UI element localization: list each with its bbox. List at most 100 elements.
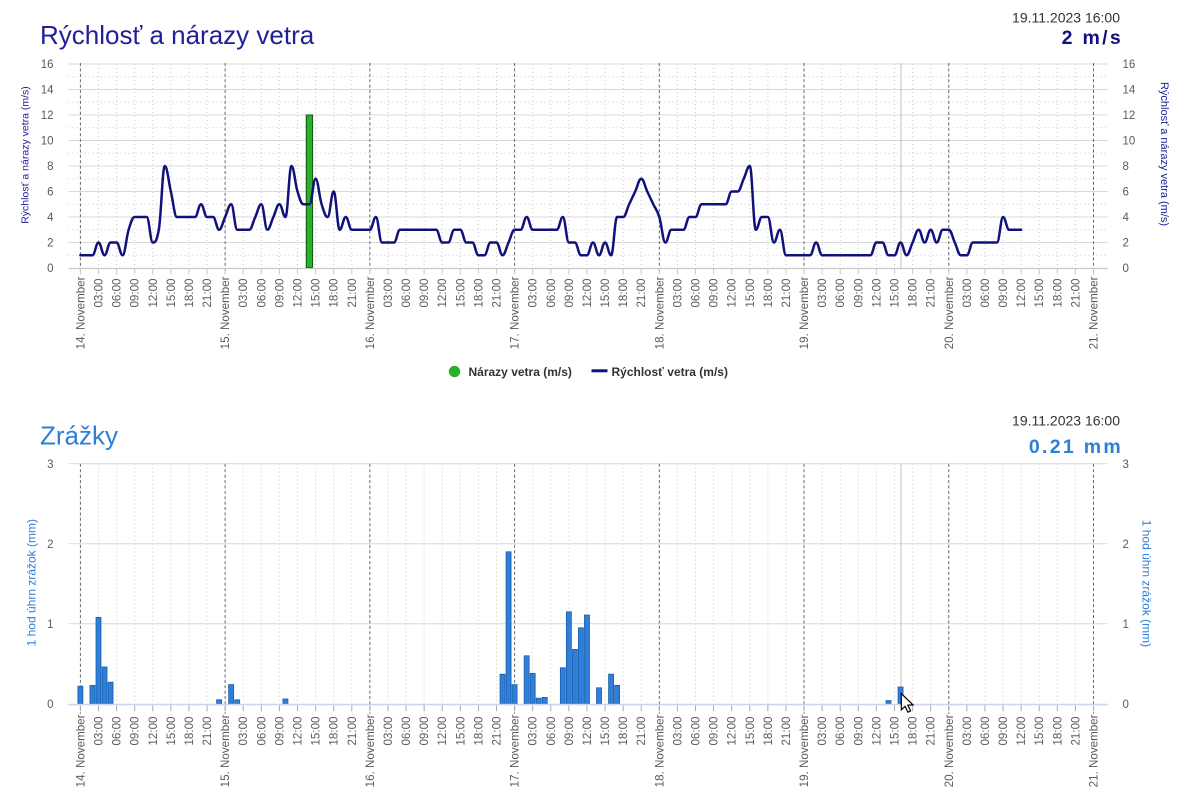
svg-text:09:00: 09:00	[997, 717, 1010, 746]
svg-text:12:00: 12:00	[292, 279, 305, 308]
svg-text:18. November: 18. November	[653, 276, 666, 349]
svg-text:14. November: 14. November	[74, 276, 87, 349]
svg-text:03:00: 03:00	[92, 717, 105, 746]
svg-text:19.11.2023 16:00: 19.11.2023 16:00	[1012, 413, 1120, 429]
svg-text:09:00: 09:00	[852, 279, 865, 308]
svg-text:18:00: 18:00	[617, 279, 630, 308]
svg-text:09:00: 09:00	[708, 717, 721, 746]
svg-text:12:00: 12:00	[726, 717, 739, 746]
svg-text:4: 4	[47, 212, 54, 224]
svg-text:6: 6	[1123, 187, 1129, 199]
svg-text:2 m/s: 2 m/s	[1062, 27, 1123, 49]
svg-text:14. November: 14. November	[74, 714, 87, 787]
svg-text:1 hod úhrn zrážok (mm): 1 hod úhrn zrážok (mm)	[1140, 520, 1154, 647]
svg-text:3: 3	[1123, 459, 1129, 471]
svg-text:Rýchlosť a nárazy vetra (m/s): Rýchlosť a nárazy vetra (m/s)	[1158, 82, 1170, 226]
svg-text:12:00: 12:00	[436, 717, 449, 746]
svg-text:21:00: 21:00	[491, 279, 504, 308]
svg-text:19. November: 19. November	[798, 714, 811, 787]
svg-text:15:00: 15:00	[310, 717, 323, 746]
svg-text:18:00: 18:00	[328, 717, 341, 746]
svg-text:17. November: 17. November	[509, 714, 522, 787]
svg-text:15:00: 15:00	[165, 717, 178, 746]
svg-text:12:00: 12:00	[147, 279, 160, 308]
svg-text:18:00: 18:00	[907, 279, 920, 308]
svg-text:12:00: 12:00	[292, 717, 305, 746]
svg-text:21:00: 21:00	[780, 279, 793, 308]
svg-text:19. November: 19. November	[798, 276, 811, 349]
svg-text:19.11.2023 16:00: 19.11.2023 16:00	[1012, 10, 1120, 26]
svg-text:09:00: 09:00	[708, 279, 721, 308]
svg-text:Rýchlosť vetra (m/s): Rýchlosť vetra (m/s)	[612, 365, 728, 379]
svg-text:09:00: 09:00	[563, 279, 576, 308]
svg-text:16: 16	[41, 59, 54, 71]
svg-text:3: 3	[47, 459, 53, 471]
svg-text:06:00: 06:00	[834, 717, 847, 746]
svg-text:15:00: 15:00	[1033, 717, 1046, 746]
svg-text:0.21 mm: 0.21 mm	[1029, 436, 1123, 458]
svg-text:06:00: 06:00	[400, 279, 413, 308]
svg-text:4: 4	[1123, 212, 1130, 224]
svg-text:15:00: 15:00	[310, 279, 323, 308]
svg-text:03:00: 03:00	[382, 717, 395, 746]
svg-text:15:00: 15:00	[744, 717, 757, 746]
svg-text:21:00: 21:00	[925, 279, 938, 308]
svg-text:21:00: 21:00	[780, 717, 793, 746]
svg-text:12:00: 12:00	[1015, 717, 1028, 746]
svg-text:18:00: 18:00	[1051, 717, 1064, 746]
svg-text:0: 0	[47, 263, 53, 275]
svg-text:18:00: 18:00	[762, 279, 775, 308]
svg-text:06:00: 06:00	[255, 279, 268, 308]
svg-text:14: 14	[41, 85, 54, 97]
svg-text:12:00: 12:00	[147, 717, 160, 746]
svg-text:21:00: 21:00	[201, 279, 214, 308]
svg-text:21:00: 21:00	[635, 717, 648, 746]
svg-text:09:00: 09:00	[418, 279, 431, 308]
svg-text:03:00: 03:00	[527, 717, 540, 746]
svg-text:09:00: 09:00	[997, 279, 1010, 308]
svg-text:21:00: 21:00	[346, 279, 359, 308]
svg-text:16: 16	[1123, 59, 1136, 71]
svg-text:17. November: 17. November	[509, 276, 522, 349]
svg-text:21:00: 21:00	[925, 717, 938, 746]
svg-text:15. November: 15. November	[219, 714, 232, 787]
svg-text:06:00: 06:00	[111, 717, 124, 746]
svg-text:0: 0	[47, 699, 53, 711]
svg-text:21:00: 21:00	[346, 717, 359, 746]
svg-text:03:00: 03:00	[382, 279, 395, 308]
svg-text:15:00: 15:00	[744, 279, 757, 308]
svg-text:18:00: 18:00	[183, 279, 196, 308]
svg-text:12: 12	[1123, 110, 1136, 122]
svg-text:18:00: 18:00	[617, 717, 630, 746]
svg-text:15:00: 15:00	[454, 717, 467, 746]
svg-text:20. November: 20. November	[943, 714, 956, 787]
svg-text:03:00: 03:00	[961, 717, 974, 746]
svg-text:15:00: 15:00	[165, 279, 178, 308]
svg-text:03:00: 03:00	[961, 279, 974, 308]
svg-text:18:00: 18:00	[472, 279, 485, 308]
svg-text:16. November: 16. November	[364, 714, 377, 787]
svg-text:18:00: 18:00	[907, 717, 920, 746]
svg-text:06:00: 06:00	[979, 717, 992, 746]
svg-text:1: 1	[47, 619, 53, 631]
svg-text:12:00: 12:00	[726, 279, 739, 308]
svg-text:15:00: 15:00	[454, 279, 467, 308]
svg-text:1 hod úhrn zrážok (mm): 1 hod úhrn zrážok (mm)	[25, 519, 39, 646]
svg-text:15:00: 15:00	[889, 279, 902, 308]
svg-text:21:00: 21:00	[1069, 717, 1082, 746]
svg-text:18. November: 18. November	[653, 714, 666, 787]
svg-text:03:00: 03:00	[816, 717, 829, 746]
svg-text:21. November: 21. November	[1088, 276, 1101, 349]
svg-text:03:00: 03:00	[671, 279, 684, 308]
svg-text:6: 6	[47, 187, 53, 199]
svg-text:09:00: 09:00	[852, 717, 865, 746]
svg-text:06:00: 06:00	[400, 717, 413, 746]
svg-text:15:00: 15:00	[599, 279, 612, 308]
svg-text:03:00: 03:00	[671, 717, 684, 746]
svg-text:03:00: 03:00	[237, 717, 250, 746]
svg-text:12:00: 12:00	[1015, 279, 1028, 308]
svg-text:12:00: 12:00	[581, 279, 594, 308]
svg-text:09:00: 09:00	[418, 717, 431, 746]
svg-text:06:00: 06:00	[690, 279, 703, 308]
svg-text:12:00: 12:00	[436, 279, 449, 308]
